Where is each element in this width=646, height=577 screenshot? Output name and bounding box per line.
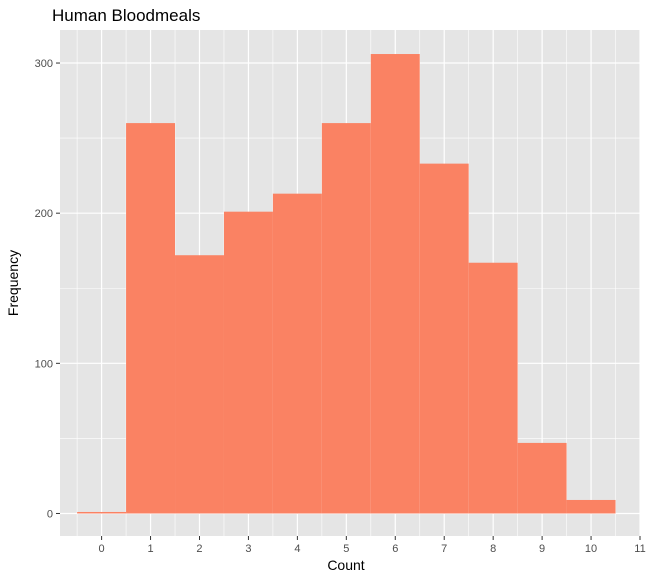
bar-count-7 <box>419 163 469 514</box>
x-tick-label: 3 <box>245 543 251 555</box>
chart-title: Human Bloodmeals <box>52 6 200 25</box>
y-tick-label: 200 <box>35 208 53 220</box>
bar-count-1 <box>126 123 176 514</box>
x-tick-label: 8 <box>490 543 496 555</box>
y-tick-label: 0 <box>47 508 53 520</box>
bars <box>77 54 616 514</box>
x-tick-label: 6 <box>392 543 398 555</box>
x-tick-label: 9 <box>539 543 545 555</box>
bar-count-2 <box>175 255 224 514</box>
x-tick-label: 11 <box>634 543 645 555</box>
bar-count-9 <box>517 442 567 514</box>
bar-count-5 <box>321 123 371 514</box>
bar-count-10 <box>566 499 616 514</box>
y-axis-title: Frequency <box>5 250 21 316</box>
x-tick-label: 10 <box>585 543 597 555</box>
x-tick-label: 5 <box>343 543 349 555</box>
x-tick-label: 7 <box>441 543 447 555</box>
x-tick-label: 4 <box>294 543 300 555</box>
x-axis: 0 1 2 3 4 5 6 7 8 9 10 11 <box>99 536 646 555</box>
bar-count-0 <box>77 511 127 514</box>
bar-count-3 <box>223 211 273 514</box>
y-tick-label: 300 <box>35 58 53 70</box>
x-axis-title: Count <box>327 557 364 573</box>
x-tick-label: 2 <box>196 543 202 555</box>
y-tick-label: 100 <box>35 358 53 370</box>
bar-count-4 <box>272 193 322 514</box>
y-axis: 0 100 200 300 <box>35 58 60 520</box>
bar-count-6 <box>370 54 420 514</box>
x-tick-label: 1 <box>147 543 153 555</box>
bar-count-8 <box>468 262 518 514</box>
x-tick-label: 0 <box>99 543 105 555</box>
